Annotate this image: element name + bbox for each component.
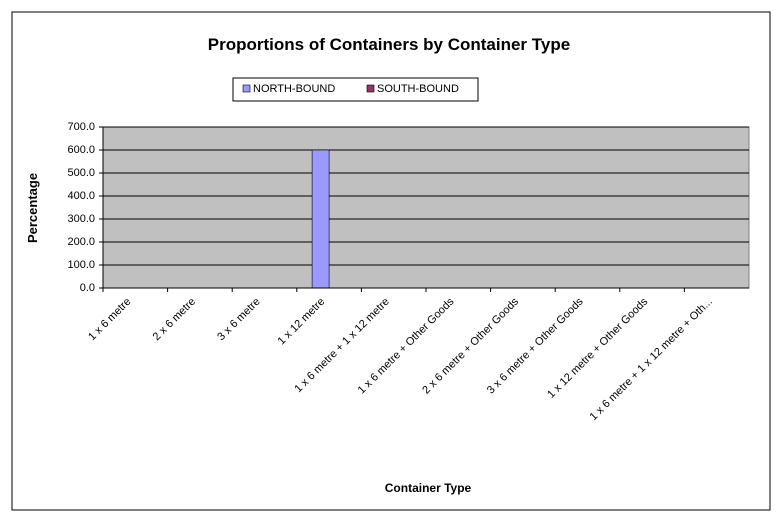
plot-area — [102, 126, 750, 289]
legend-label: NORTH-BOUND — [253, 83, 335, 95]
y-tick-label: 400.0 — [67, 190, 95, 202]
y-tick-label: 300.0 — [67, 213, 95, 225]
legend-swatch — [242, 84, 251, 93]
x-axis-title: Container Type — [385, 481, 472, 495]
y-axis-title: Percentage — [25, 173, 40, 243]
y-tick-label: 0.0 — [80, 282, 95, 294]
legend-label: SOUTH-BOUND — [377, 83, 459, 95]
bar — [311, 149, 330, 289]
y-tick-label: 700.0 — [67, 121, 95, 133]
y-tick-label: 500.0 — [67, 167, 95, 179]
y-tick-label: 200.0 — [67, 236, 95, 248]
legend — [232, 77, 479, 102]
y-tick-label: 600.0 — [67, 144, 95, 156]
chart-title: Proportions of Containers by Container T… — [208, 35, 570, 54]
legend-swatch — [366, 84, 375, 93]
y-tick-label: 100.0 — [67, 259, 95, 271]
